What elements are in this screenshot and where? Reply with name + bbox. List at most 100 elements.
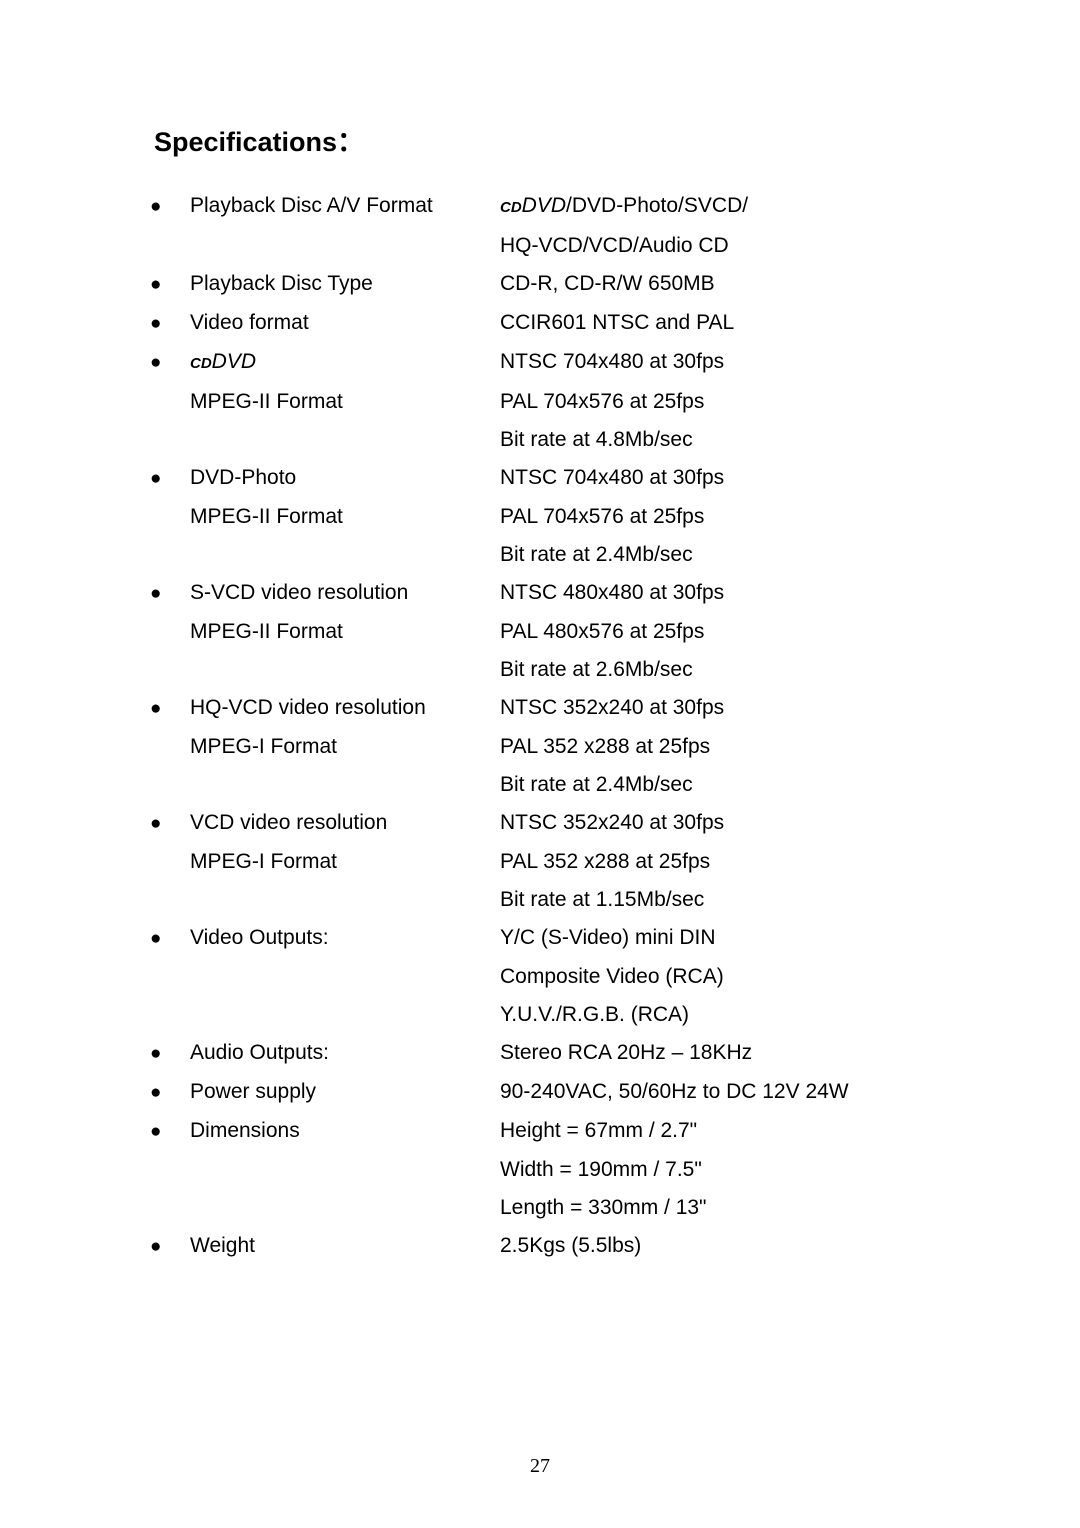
- spec-label: VCD video resolution: [190, 804, 500, 842]
- spec-value: NTSC 704x480 at 30fps: [500, 343, 970, 381]
- spec-label: Video format: [190, 304, 500, 342]
- bullet-col: ●: [150, 804, 190, 843]
- spec-label: DVD-Photo: [190, 459, 500, 497]
- bullet-icon: ●: [150, 305, 161, 343]
- spec-label: S-VCD video resolution: [190, 574, 500, 612]
- spec-value: Width = 190mm / 7.5": [500, 1151, 970, 1189]
- page-number: 27: [0, 1455, 1080, 1478]
- spec-value: Length = 330mm / 13": [500, 1189, 970, 1227]
- spec-value: CCIR601 NTSC and PAL: [500, 304, 970, 342]
- spec-label: CDDVD: [190, 343, 500, 383]
- spec-row: Bit rate at 2.4Mb/sec: [150, 766, 970, 804]
- spec-label: Dimensions: [190, 1112, 500, 1150]
- spec-row: MPEG-II FormatPAL 704x576 at 25fps: [150, 383, 970, 421]
- bullet-col: ●: [150, 1073, 190, 1112]
- spec-row: Bit rate at 4.8Mb/sec: [150, 421, 970, 459]
- bullet-icon: ●: [150, 344, 161, 382]
- spec-row: ● Weight2.5Kgs (5.5lbs): [150, 1227, 970, 1266]
- spec-label: Power supply: [190, 1073, 500, 1111]
- spec-label: MPEG-I Format: [190, 843, 500, 881]
- spec-label: MPEG-II Format: [190, 613, 500, 651]
- spec-row: ● Audio Outputs:Stereo RCA 20Hz – 18KHz: [150, 1034, 970, 1073]
- bullet-icon: ●: [150, 575, 161, 613]
- bullet-col: ●: [150, 689, 190, 728]
- spec-value: NTSC 352x240 at 30fps: [500, 804, 970, 842]
- spec-label: Weight: [190, 1227, 500, 1265]
- spec-value: Composite Video (RCA): [500, 958, 970, 996]
- spec-row: ● Video formatCCIR601 NTSC and PAL: [150, 304, 970, 343]
- spec-value: Bit rate at 2.4Mb/sec: [500, 766, 970, 804]
- spec-value: NTSC 480x480 at 30fps: [500, 574, 970, 612]
- spec-row: Composite Video (RCA): [150, 958, 970, 996]
- spec-value: 2.5Kgs (5.5lbs): [500, 1227, 970, 1265]
- spec-row: ● HQ-VCD video resolutionNTSC 352x240 at …: [150, 689, 970, 728]
- bullet-icon: ●: [150, 805, 161, 843]
- bullet-col: ●: [150, 265, 190, 304]
- spec-row: ● Power supply90-240VAC, 50/60Hz to DC 1…: [150, 1073, 970, 1112]
- spec-value: NTSC 704x480 at 30fps: [500, 459, 970, 497]
- spec-value: CDDVD/DVD-Photo/SVCD/: [500, 187, 970, 227]
- spec-value: PAL 704x576 at 25fps: [500, 498, 970, 536]
- spec-value: Stereo RCA 20Hz – 18KHz: [500, 1034, 970, 1072]
- spec-label: MPEG-I Format: [190, 728, 500, 766]
- bullet-icon: ●: [150, 460, 161, 498]
- spec-row: Length = 330mm / 13": [150, 1189, 970, 1227]
- spec-value: CD-R, CD-R/W 650MB: [500, 265, 970, 303]
- spec-label: Video Outputs:: [190, 919, 500, 957]
- spec-value: HQ-VCD/VCD/Audio CD: [500, 227, 970, 265]
- spec-row: Bit rate at 2.4Mb/sec: [150, 536, 970, 574]
- bullet-col: ●: [150, 343, 190, 382]
- spec-row: Width = 190mm / 7.5": [150, 1151, 970, 1189]
- bullet-col: ●: [150, 304, 190, 343]
- spec-label: Playback Disc Type: [190, 265, 500, 303]
- spec-row: MPEG-I FormatPAL 352 x288 at 25fps: [150, 728, 970, 766]
- spec-row: Bit rate at 1.15Mb/sec: [150, 881, 970, 919]
- spec-list: ● Playback Disc A/V FormatCDDVD/DVD-Phot…: [150, 187, 970, 1266]
- bullet-col: ●: [150, 1112, 190, 1151]
- bullet-col: ●: [150, 459, 190, 498]
- bullet-icon: ●: [150, 188, 161, 226]
- spec-row: ● Playback Disc A/V FormatCDDVD/DVD-Phot…: [150, 187, 970, 227]
- bullet-icon: ●: [150, 266, 161, 304]
- spec-row: ● CDDVDNTSC 704x480 at 30fps: [150, 343, 970, 383]
- spec-row: MPEG-I FormatPAL 352 x288 at 25fps: [150, 843, 970, 881]
- spec-row: ● DVD-PhotoNTSC 704x480 at 30fps: [150, 459, 970, 498]
- bullet-col: ●: [150, 187, 190, 226]
- spec-value: Bit rate at 2.4Mb/sec: [500, 536, 970, 574]
- spec-row: HQ-VCD/VCD/Audio CD: [150, 227, 970, 265]
- spec-value: Bit rate at 1.15Mb/sec: [500, 881, 970, 919]
- spec-value: PAL 352 x288 at 25fps: [500, 728, 970, 766]
- spec-row: ● DimensionsHeight = 67mm / 2.7": [150, 1112, 970, 1151]
- spec-value: Bit rate at 2.6Mb/sec: [500, 651, 970, 689]
- spec-row: MPEG-II FormatPAL 704x576 at 25fps: [150, 498, 970, 536]
- spec-value: PAL 480x576 at 25fps: [500, 613, 970, 651]
- spec-value: Height = 67mm / 2.7": [500, 1112, 970, 1150]
- bullet-icon: ●: [150, 1228, 161, 1266]
- spec-value: 90-240VAC, 50/60Hz to DC 12V 24W: [500, 1073, 970, 1111]
- spec-row: MPEG-II FormatPAL 480x576 at 25fps: [150, 613, 970, 651]
- bullet-col: ●: [150, 919, 190, 958]
- spec-label: HQ-VCD video resolution: [190, 689, 500, 727]
- spec-value: Y.U.V./R.G.B. (RCA): [500, 996, 970, 1034]
- spec-row: ● Playback Disc TypeCD-R, CD-R/W 650MB: [150, 265, 970, 304]
- spec-row: Bit rate at 2.6Mb/sec: [150, 651, 970, 689]
- spec-value: NTSC 352x240 at 30fps: [500, 689, 970, 727]
- bullet-col: ●: [150, 1227, 190, 1266]
- spec-value: Bit rate at 4.8Mb/sec: [500, 421, 970, 459]
- spec-row: ● VCD video resolutionNTSC 352x240 at 30f…: [150, 804, 970, 843]
- section-title: Specifications：: [154, 120, 970, 159]
- spec-label: MPEG-II Format: [190, 498, 500, 536]
- spec-label: Audio Outputs:: [190, 1034, 500, 1072]
- bullet-icon: ●: [150, 1113, 161, 1151]
- spec-value: PAL 704x576 at 25fps: [500, 383, 970, 421]
- spec-row: ● Video Outputs:Y/C (S-Video) mini DIN: [150, 919, 970, 958]
- spec-label: Playback Disc A/V Format: [190, 187, 500, 225]
- bullet-icon: ●: [150, 920, 161, 958]
- spec-label: MPEG-II Format: [190, 383, 500, 421]
- bullet-icon: ●: [150, 1074, 161, 1112]
- bullet-icon: ●: [150, 690, 161, 728]
- spec-row: Y.U.V./R.G.B. (RCA): [150, 996, 970, 1034]
- bullet-icon: ●: [150, 1035, 161, 1073]
- spec-value: Y/C (S-Video) mini DIN: [500, 919, 970, 957]
- spec-value: PAL 352 x288 at 25fps: [500, 843, 970, 881]
